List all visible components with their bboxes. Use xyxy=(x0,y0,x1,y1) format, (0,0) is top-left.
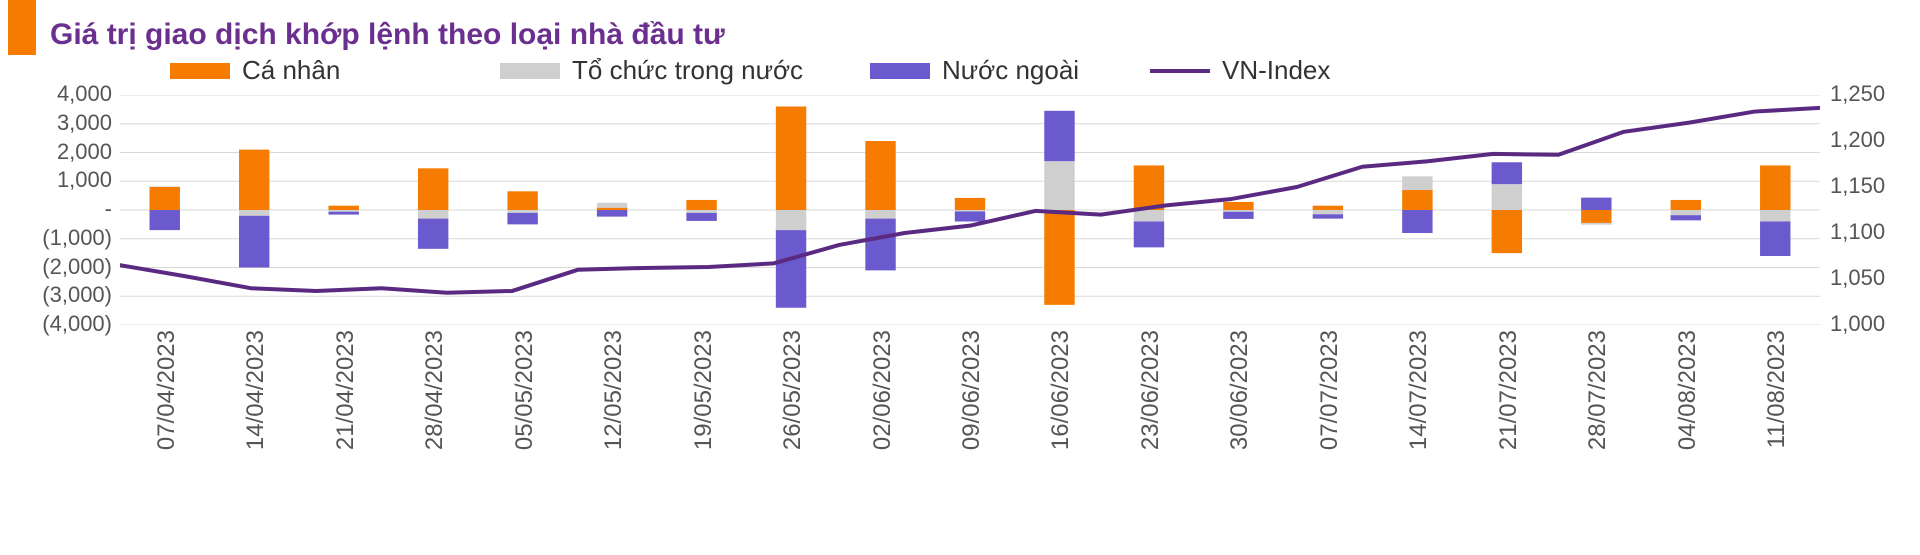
legend-label: VN-Index xyxy=(1222,55,1330,86)
legend-swatch xyxy=(170,63,230,79)
y-right-tick-label: 1,150 xyxy=(1830,173,1885,199)
x-tick-label: 11/08/2023 xyxy=(1763,330,1791,448)
x-tick-label: 21/07/2023 xyxy=(1495,330,1523,450)
x-axis-labels: 07/04/2023 14/04/2023 21/04/2023 28/04/2023… xyxy=(120,330,1820,530)
legend-label: Cá nhân xyxy=(242,55,340,86)
x-tick-label: 02/06/2023 xyxy=(869,330,897,450)
legend-label: Tổ chức trong nước xyxy=(572,55,803,86)
x-tick-label: 04/08/2023 xyxy=(1674,330,1702,450)
x-tick-label: 07/07/2023 xyxy=(1316,330,1344,450)
legend-item: Cá nhân xyxy=(170,55,340,86)
legend-line-swatch xyxy=(1150,69,1210,73)
x-tick-label: 05/05/2023 xyxy=(511,330,539,450)
x-tick-label: 30/06/2023 xyxy=(1226,330,1254,450)
x-tick-label: 28/07/2023 xyxy=(1584,330,1612,450)
chart-svg xyxy=(120,95,1820,325)
x-tick-label: 21/04/2023 xyxy=(332,330,360,450)
y-left-tick-label: (1,000) xyxy=(12,225,112,251)
y-left-tick-label: - xyxy=(12,196,112,222)
x-tick-label: 07/04/2023 xyxy=(153,330,181,450)
x-tick-label: 26/05/2023 xyxy=(779,330,807,450)
legend-swatch xyxy=(500,63,560,79)
legend-item: Tổ chức trong nước xyxy=(500,55,803,86)
x-tick-label: 09/06/2023 xyxy=(958,330,986,450)
x-tick-label: 14/07/2023 xyxy=(1405,330,1433,450)
y-left-tick-label: 3,000 xyxy=(12,110,112,136)
y-left-tick-label: (3,000) xyxy=(12,282,112,308)
y-left-tick-label: 2,000 xyxy=(12,139,112,165)
y-left-tick-label: 4,000 xyxy=(12,81,112,107)
x-tick-label: 16/06/2023 xyxy=(1047,330,1075,450)
investor-trading-chart: Giá trị giao dịch khớp lệnh theo loại nh… xyxy=(0,0,1920,555)
title-accent-bar xyxy=(8,0,36,55)
y-right-tick-label: 1,200 xyxy=(1830,127,1885,153)
y-right-tick-label: 1,250 xyxy=(1830,81,1885,107)
y-right-tick-label: 1,100 xyxy=(1830,219,1885,245)
legend-item: Nước ngoài xyxy=(870,55,1079,86)
x-tick-label: 28/04/2023 xyxy=(421,330,449,450)
x-tick-label: 19/05/2023 xyxy=(690,330,718,450)
x-tick-label: 14/04/2023 xyxy=(242,330,270,450)
legend-label: Nước ngoài xyxy=(942,55,1079,86)
y-left-tick-label: (4,000) xyxy=(12,311,112,337)
x-tick-label: 23/06/2023 xyxy=(1137,330,1165,450)
y-right-tick-label: 1,000 xyxy=(1830,311,1885,337)
x-tick-label: 12/05/2023 xyxy=(600,330,628,450)
legend-item: VN-Index xyxy=(1150,55,1330,86)
y-left-tick-label: 1,000 xyxy=(12,167,112,193)
legend-swatch xyxy=(870,63,930,79)
y-left-tick-label: (2,000) xyxy=(12,254,112,280)
y-right-tick-label: 1,050 xyxy=(1830,265,1885,291)
chart-title: Giá trị giao dịch khớp lệnh theo loại nh… xyxy=(50,18,725,52)
chart-plot-area xyxy=(120,95,1820,325)
